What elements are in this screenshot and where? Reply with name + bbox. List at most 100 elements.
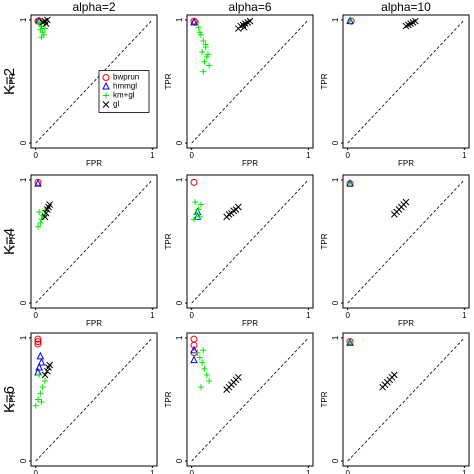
point <box>35 396 41 403</box>
plot-frame <box>30 14 158 149</box>
x-tick-label: 1 <box>306 469 311 474</box>
x-tick-label: 1 <box>150 469 155 474</box>
y-tick-label: 1 <box>331 335 340 340</box>
x-axis-label: FPR <box>242 319 258 328</box>
point <box>42 378 48 385</box>
legend-marker <box>102 81 110 90</box>
point <box>198 201 204 208</box>
y-tick-label: 1 <box>19 177 28 182</box>
point <box>34 179 42 187</box>
diagonal <box>347 19 465 144</box>
point <box>194 349 201 356</box>
point <box>46 361 54 369</box>
point <box>190 355 198 364</box>
point <box>36 371 43 378</box>
point <box>201 365 208 372</box>
point <box>192 199 199 206</box>
x-tick-label: 1 <box>462 151 467 160</box>
point <box>206 378 213 385</box>
y-tick-label: 1 <box>19 17 28 22</box>
y-tick-label: 0 <box>19 458 28 463</box>
y-tick-label: 0 <box>19 300 28 305</box>
point <box>240 23 248 31</box>
y-axis-label: TPR <box>320 233 329 249</box>
y-tick-label: 0 <box>331 140 340 145</box>
y-axis-label: TPR <box>320 73 329 89</box>
point <box>402 198 410 206</box>
point <box>43 367 51 375</box>
diagonal <box>35 337 153 462</box>
point <box>198 384 204 391</box>
point <box>191 216 197 223</box>
point <box>38 34 45 41</box>
point <box>196 354 203 361</box>
column-title: alpha=6 <box>228 0 271 14</box>
legend-label: km+gl <box>113 91 135 100</box>
point <box>39 212 46 219</box>
x-tick-label: 0 <box>189 469 194 474</box>
point <box>190 17 198 26</box>
diagonal <box>191 337 309 462</box>
point <box>200 37 207 44</box>
point <box>34 338 42 346</box>
point <box>347 18 353 25</box>
plot-frame <box>30 174 158 309</box>
diagonal <box>191 19 309 144</box>
x-tick-label: 1 <box>306 151 311 160</box>
point <box>36 208 43 215</box>
x-axis-label: FPR <box>86 319 102 328</box>
x-tick-label: 1 <box>462 469 467 474</box>
plot-frame <box>186 174 314 309</box>
plot-frame <box>342 174 470 309</box>
point <box>201 58 208 65</box>
x-axis-label: FPR <box>86 159 102 168</box>
diagonal <box>35 179 153 304</box>
point <box>190 178 198 186</box>
y-tick-label: 1 <box>19 335 28 340</box>
plot-frame <box>30 332 158 467</box>
point <box>41 371 49 379</box>
point <box>196 213 203 220</box>
x-tick-label: 0 <box>345 469 350 474</box>
point <box>190 345 198 354</box>
point <box>43 16 51 24</box>
point <box>37 357 46 366</box>
point <box>193 211 200 218</box>
diagonal <box>347 337 465 462</box>
point <box>347 180 353 187</box>
row-label: K=4 <box>1 228 18 255</box>
x-tick-label: 0 <box>345 151 350 160</box>
point <box>205 51 211 58</box>
point <box>42 209 50 217</box>
point <box>46 201 54 208</box>
y-tick-label: 0 <box>175 300 184 305</box>
point <box>39 384 46 391</box>
point <box>196 29 203 36</box>
point <box>199 359 206 366</box>
legend-marker <box>103 92 109 99</box>
y-tick-label: 1 <box>331 177 340 182</box>
y-axis-label: TPR <box>8 73 17 89</box>
point <box>37 220 44 227</box>
y-tick-label: 1 <box>175 177 184 182</box>
point <box>37 390 44 397</box>
point <box>246 17 254 25</box>
legend-label: hmmgl <box>113 82 137 91</box>
x-tick-label: 0 <box>33 151 38 160</box>
x-tick-label: 0 <box>189 151 194 160</box>
point <box>38 398 45 405</box>
y-axis-label: TPR <box>164 233 173 249</box>
x-axis-label: FPR <box>242 159 258 168</box>
point <box>200 68 207 75</box>
point <box>36 351 45 360</box>
diagonal <box>347 179 465 304</box>
x-axis-label: FPR <box>398 319 414 328</box>
x-tick-label: 0 <box>33 469 38 474</box>
point <box>195 24 202 31</box>
diagonal <box>191 179 309 304</box>
x-tick-label: 0 <box>189 311 194 320</box>
point <box>234 203 242 211</box>
y-tick-label: 0 <box>19 140 28 145</box>
diagonal <box>35 19 153 144</box>
